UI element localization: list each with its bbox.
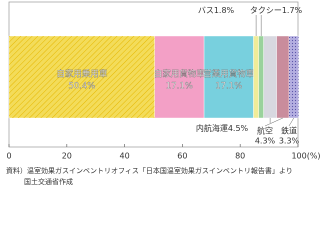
segment-name: 内航海運 bbox=[196, 123, 228, 133]
bar-segment bbox=[203, 35, 254, 119]
segment-name: バス bbox=[198, 6, 214, 15]
x-tick-label: 60 bbox=[177, 152, 187, 161]
x-tick-label: 20 bbox=[62, 152, 72, 161]
segment-label: 内航海運4.5% bbox=[196, 123, 249, 133]
segment-name: 自家用乗用車 bbox=[56, 69, 108, 80]
x-tick-label: 40 bbox=[120, 152, 130, 161]
segment-value: 3.3% bbox=[279, 137, 300, 146]
bar-segment bbox=[276, 35, 290, 119]
segment-name: 鉄道 bbox=[281, 126, 297, 136]
bar-segment bbox=[263, 35, 277, 119]
bar-texture bbox=[289, 36, 299, 118]
bar-segment bbox=[253, 35, 259, 119]
segment-name: タクシー bbox=[250, 6, 282, 15]
segment-name: 自家用貨物車 bbox=[154, 69, 206, 80]
segment-value: 1.8% bbox=[214, 6, 235, 15]
chart: 資料）温室効果ガスインベントリオフィス「日本国温室効果ガスインベントリ報告書」よ… bbox=[6, 1, 321, 186]
bar-segment bbox=[258, 35, 264, 119]
x-tick-label: 100(%) bbox=[291, 152, 320, 161]
segment-label: タクシー1.7% bbox=[250, 6, 303, 15]
leader-line bbox=[264, 117, 283, 127]
x-tick-label: 0 bbox=[6, 152, 11, 161]
leader-line bbox=[288, 117, 295, 127]
source-line: 資料）温室効果ガスインベントリオフィス「日本国温室効果ガスインベントリ報告書」よ… bbox=[6, 166, 293, 175]
bar-segment bbox=[154, 35, 205, 119]
segment-value: 17.1% bbox=[215, 82, 242, 92]
bar-texture bbox=[9, 36, 155, 118]
segment-value: 17.1% bbox=[166, 82, 193, 92]
segment-value: 50.4% bbox=[68, 82, 95, 92]
segment-name: 営業用貨物車 bbox=[203, 69, 255, 80]
segment-value: 1.7% bbox=[282, 6, 303, 15]
segment-value: 4.3% bbox=[255, 137, 276, 146]
segment-name: 航空 bbox=[257, 126, 273, 136]
segment-value: 4.5% bbox=[228, 124, 249, 133]
x-tick-label: 80 bbox=[235, 152, 245, 161]
source-line: 国土交通省作成 bbox=[24, 177, 73, 186]
segment-label: バス1.8% bbox=[198, 6, 235, 15]
